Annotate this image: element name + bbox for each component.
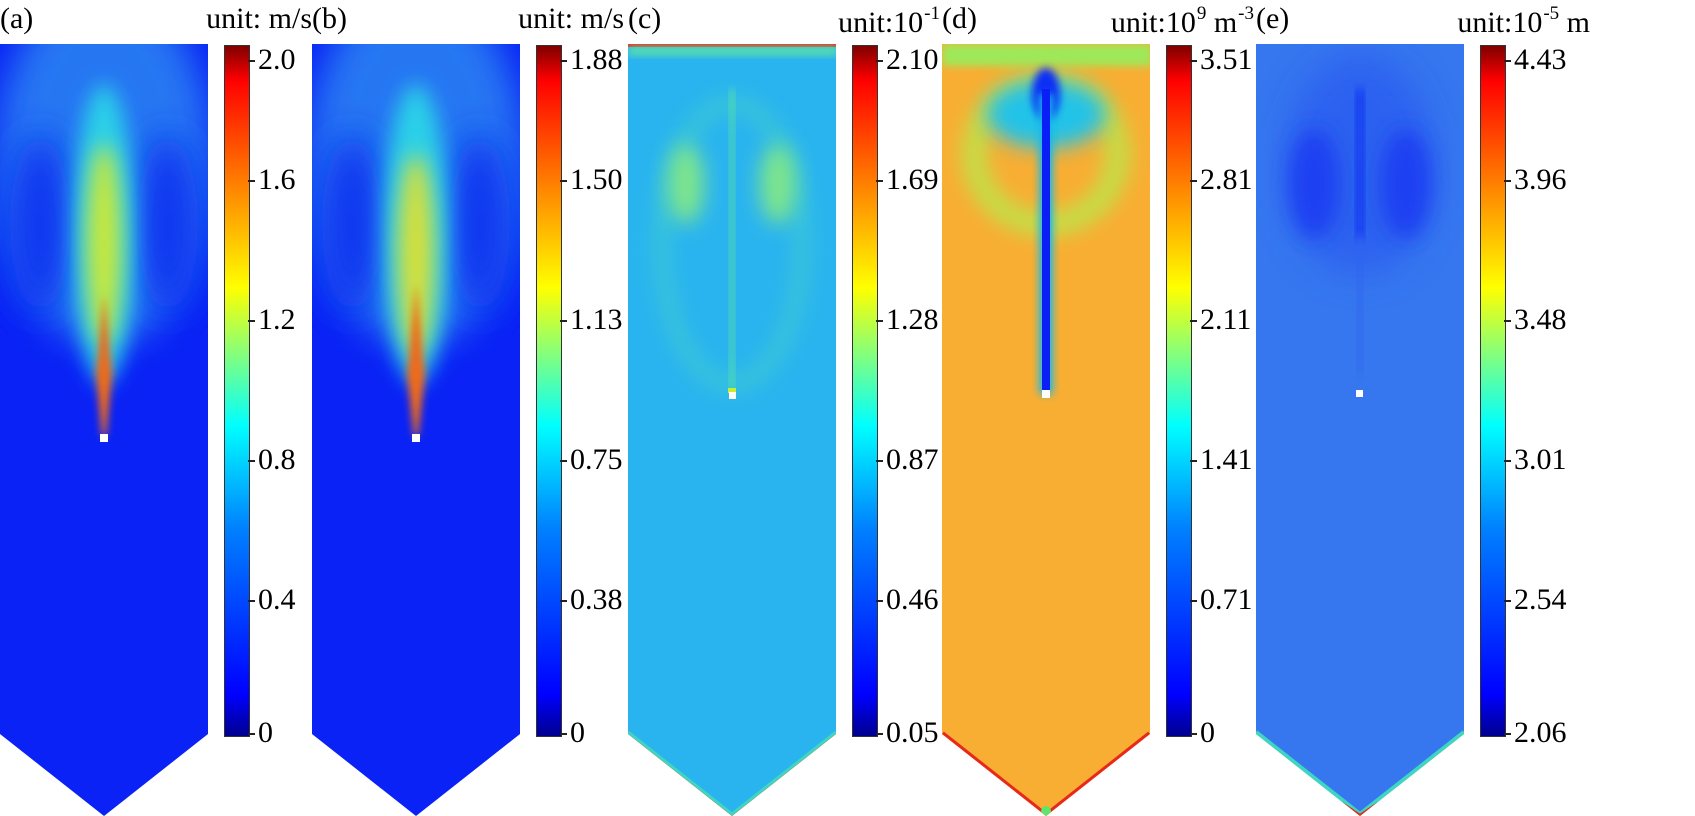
colorbar-tick: 1.41 <box>1200 443 1253 476</box>
colorbar-tick: 1.88 <box>570 43 623 76</box>
colorbar-tick: 3.48 <box>1514 303 1567 336</box>
colorbar-tick: 2.06 <box>1514 716 1567 749</box>
panel-label: (e) <box>1256 2 1290 35</box>
colorbar-tick: 2.54 <box>1514 583 1567 616</box>
colorbar-tick: 1.13 <box>570 303 623 336</box>
panel-e: (e) unit:10-5 m 4.43 3.96 3.48 3.01 2.54… <box>1256 0 1590 816</box>
panel-b: (b) unit: m/s 1.88 1.50 1.13 0.75 0.38 0 <box>312 0 642 816</box>
colorbar-tick: 1.28 <box>886 303 939 336</box>
colorbar-tick: 0 <box>570 716 585 749</box>
colorbar-tick: 0 <box>1200 716 1215 749</box>
colorbar-tick: 0 <box>258 716 273 749</box>
colorbar-tick: 3.51 <box>1200 43 1253 76</box>
colorbar-tick: 2.81 <box>1200 163 1253 196</box>
colorbar-tick: 0.8 <box>258 443 296 476</box>
colorbar-tick: 0.4 <box>258 583 296 616</box>
colorbar-tick: 3.96 <box>1514 163 1567 196</box>
panel-a: (a) unit: m/s 2.0 1.6 1.2 0.8 0.4 0 <box>0 0 330 816</box>
colorbar <box>852 45 878 737</box>
colorbar-tick: 1.6 <box>258 163 296 196</box>
colorbar-tick: 2.0 <box>258 43 296 76</box>
colorbar-tick: 2.11 <box>1200 303 1252 336</box>
colorbar-tick: 1.50 <box>570 163 623 196</box>
colorbar-tick: 0.75 <box>570 443 623 476</box>
contour-plot-d <box>942 44 1150 816</box>
velocity-contour-plot <box>0 44 208 816</box>
colorbar-tick: 0.71 <box>1200 583 1253 616</box>
unit-label: unit:10-1 <box>838 3 940 39</box>
contour-plot-c <box>628 44 836 816</box>
colorbar-tick: 4.43 <box>1514 43 1567 76</box>
panel-label: (d) <box>942 2 977 35</box>
panel-label: (a) <box>0 2 34 35</box>
colorbar-tick: 3.01 <box>1514 443 1567 476</box>
panel-label: (b) <box>312 2 347 35</box>
colorbar <box>1166 45 1192 737</box>
unit-label: unit: m/s <box>206 2 312 35</box>
colorbar-tick: 0.87 <box>886 443 939 476</box>
contour-plot-e <box>1256 44 1464 816</box>
unit-label: unit: m/s <box>518 2 624 35</box>
colorbar <box>1480 45 1506 737</box>
colorbar-tick: 0.46 <box>886 583 939 616</box>
colorbar <box>536 45 562 737</box>
colorbar <box>224 45 250 737</box>
colorbar-tick: 2.10 <box>886 43 939 76</box>
unit-label: unit:10-5 m <box>1457 3 1590 39</box>
colorbar-tick: 0.05 <box>886 716 939 749</box>
colorbar-tick: 0.38 <box>570 583 623 616</box>
panel-d: (d) unit:109 m-3 3.51 2.81 2.11 1.41 0.7… <box>942 0 1272 816</box>
panel-c: (c) unit:10-1 2.10 1.69 1.28 0.87 0.46 0… <box>628 0 958 816</box>
colorbar-tick: 1.2 <box>258 303 296 336</box>
colorbar-tick: 1.69 <box>886 163 939 196</box>
unit-label: unit:109 m-3 <box>1110 3 1254 39</box>
panel-label: (c) <box>628 2 662 35</box>
velocity-contour-plot <box>312 44 520 816</box>
